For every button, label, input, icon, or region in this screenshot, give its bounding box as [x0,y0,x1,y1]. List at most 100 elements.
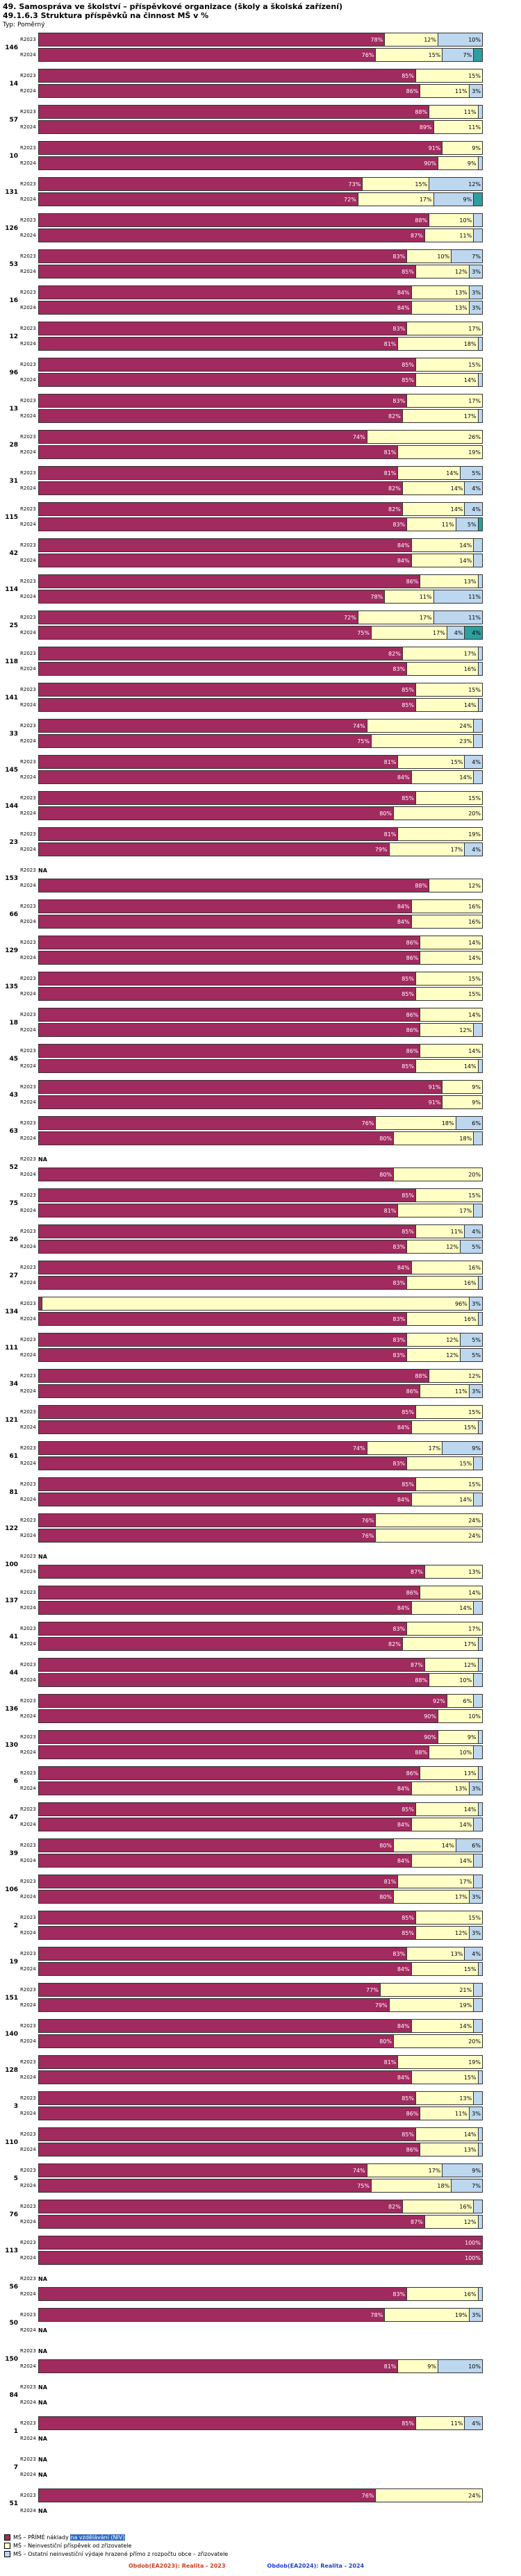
group-id-label: 140 [5,2031,18,2038]
group-bars: R2023 NA R2024 80% 20% [20,1152,521,1183]
year-label: R2024 [20,1930,36,1936]
group-id-label: 12 [9,333,18,340]
segment-ostatni-neinvesticni: 10% [438,33,483,47]
year-label: R2023 [20,940,36,945]
chart-group: 153 R2023 NA R2024 88% 12% [1,863,521,894]
stacked-bar: 81% 19% [38,827,483,841]
stacked-bar: 82% 17% [38,409,483,423]
segment-neinvesticni-prispevek: 14% [398,466,461,480]
segment-ostatni-neinvesticni: 7% [452,249,483,263]
stacked-bar: 81% 19% [38,445,483,459]
group-bars: R2023 76% 24% R2024 76% 24% [20,1513,521,1544]
segment-prime-naklady-niv: 75% [38,626,372,640]
stacked-bar: 91% 9% [38,1080,483,1094]
year-label: R2024 [20,738,36,744]
group-bars: R2023 NA R2024 NA [20,2380,521,2411]
chart-group: 27 R2023 84% 16% R2024 83% 16% [1,1261,521,1291]
stacked-bar: 74% 24% [38,719,483,733]
segment-neinvesticni-prispevek: 17% [402,1637,479,1651]
segment-ostatni-neinvesticni [474,1601,483,1615]
segment-prime-naklady-niv: 83% [38,394,408,408]
year-label: R2024 [20,1063,36,1069]
bar-row: R2023 74% 17% 9% [20,1441,521,1455]
segment-neinvesticni-prispevek: 13% [411,285,470,299]
chart-group: 75 R2023 85% 15% R2024 81% 17% [1,1188,521,1219]
chart-group: 114 R2023 86% 13% R2024 78% 11% 11% [1,574,521,605]
group-id-label: 52 [9,1164,18,1171]
stacked-bar: 74% 17% 9% [38,1441,483,1455]
na-value: NA [38,2471,47,2478]
bar-row: R2023 86% 14% [20,1586,521,1599]
group-id-label: 150 [5,2356,18,2363]
group-bars: R2023 85% 14% R2024 84% 14% [20,1802,521,1833]
bar-row: R2023 85% 15% [20,1405,521,1419]
group-bars: R2023 78% 12% 10% R2024 76% 15% 7% [20,33,521,63]
segment-ostatni-neinvesticni [474,213,483,227]
chart-group: 42 R2023 84% 14% R2024 84% 14% [1,538,521,569]
stacked-bar: 81% 19% [38,2055,483,2069]
stacked-bar: 79% 19% [38,1998,483,2012]
segment-ostatni-neinvesticni [478,409,483,423]
segment-neinvesticni-prispevek: 13% [411,1781,470,1795]
year-label: R2023 [20,687,36,692]
stacked-bar: 73% 15% 12% [38,177,483,191]
chart-group: 45 R2023 86% 14% R2024 85% 14% [1,1044,521,1074]
bar-row: R2024 83% 12% 5% [20,1348,521,1362]
segment-neinvesticni-prispevek: 18% [394,1131,474,1145]
year-label: R2023 [20,1698,36,1704]
segment-prime-naklady-niv: 83% [38,1456,408,1470]
segment-ostatni-neinvesticni: 5% [460,466,483,480]
year-label: R2023 [20,1590,36,1595]
chart-group: 66 R2023 84% 16% R2024 84% 16% [1,899,521,930]
segment-neinvesticni-prispevek: 14% [394,1838,456,1852]
segment-ostatni-neinvesticni [478,1059,483,1073]
stacked-bar: 83% 17% [38,1622,483,1636]
group-bars: R2023 82% 16% R2024 87% 12% [20,2200,521,2230]
bar-row: R2024 83% 16% [20,1312,521,1326]
group-bars: R2023 86% 14% R2024 85% 14% [20,1044,521,1074]
year-label: R2023 [20,506,36,512]
group-bars: R2023 84% 14% R2024 84% 14% [20,538,521,569]
year-label: R2023 [20,1409,36,1415]
segment-prime-naklady-niv: 84% [38,915,412,929]
year-label: R2024 [20,1713,36,1719]
stacked-bar: 83% 12% 5% [38,1240,483,1254]
chart-group: 34 R2023 88% 12% R2024 86% 11% 3% [1,1369,521,1399]
year-label: R2023 [20,1662,36,1668]
segment-neinvesticni-prispevek: 15% [411,1962,479,1976]
segment-neinvesticni-prispevek: 14% [411,2019,474,2033]
year-label: R2023 [20,326,36,331]
bar-row: R2024 81% 9% 10% [20,2359,521,2373]
segment-ostatni-neinvesticni [478,662,483,676]
group-bars: R2023 82% 17% R2024 83% 16% [20,647,521,677]
segment-ostatni-neinvesticni [474,228,483,242]
bar-row: R2023 85% 11% 4% [20,1224,521,1238]
year-label: R2024 [20,2508,36,2513]
segment-prime-naklady-niv: 76% [38,1513,377,1527]
bar-row: R2024 88% 10% [20,1673,521,1687]
group-bars: R2023 85% 15% R2024 85% 14% [20,358,521,388]
bar-row: R2024 84% 14% [20,1818,521,1831]
year-label: R2024 [20,2002,36,2008]
segment-prime-naklady-niv: 88% [38,1745,430,1759]
year-label: R2023 [20,1554,36,1559]
segment-ostatni-neinvesticni: 3% [469,1926,483,1940]
year-label: R2023 [20,2168,36,2173]
bar-row: R2024 81% 19% [20,445,521,459]
na-value: NA [38,2456,47,2463]
segment-neinvesticni-prispevek: 15% [416,69,483,83]
stacked-bar: 76% 24% [38,2488,483,2502]
segment-neinvesticni-prispevek: 10% [429,1745,474,1759]
stacked-bar: 83% 12% 5% [38,1348,483,1362]
segment-ostatni-neinvesticni [478,1730,483,1744]
year-label: R2023 [20,2059,36,2065]
segment-neinvesticni-prispevek: 17% [367,1441,443,1455]
segment-ostatni-neinvesticni [478,1637,483,1651]
segment-prime-naklady-niv: 86% [38,1384,421,1398]
bar-row: R2024 87% 12% [20,2215,521,2229]
group-bars: R2023 83% 17% R2024 81% 18% [20,322,521,352]
chart-group: 121 R2023 85% 15% R2024 84% 15% [1,1405,521,1436]
segment-neinvesticni-prispevek: 14% [420,936,483,949]
segment-neinvesticni-prispevek: 15% [376,48,443,62]
segment-prime-naklady-niv: 85% [38,1802,416,1816]
